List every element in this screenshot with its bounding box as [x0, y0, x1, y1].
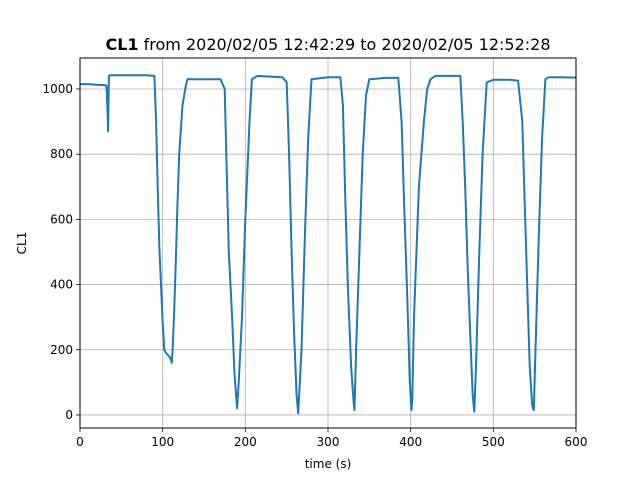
chart-title: CL1 from 2020/02/05 12:42:29 to 2020/02/…: [105, 35, 550, 54]
y-tick-label: 1000: [42, 82, 73, 96]
x-tick-label: 500: [482, 435, 505, 449]
x-ticks: 0 100 200 300 400 500 600: [76, 428, 587, 449]
y-tick-label: 600: [50, 212, 73, 226]
y-tick-label: 0: [65, 408, 73, 422]
series-layer: [80, 74, 577, 415]
x-tick-label: 600: [565, 435, 588, 449]
y-tick-label: 800: [50, 147, 73, 161]
x-tick-label: 300: [317, 435, 340, 449]
series-line: [80, 74, 577, 415]
y-tick-label: 400: [50, 278, 73, 292]
y-ticks: 0 200 400 600 800 1000: [42, 82, 80, 422]
y-axis-label: CL1: [15, 232, 29, 255]
x-tick-label: 0: [76, 435, 84, 449]
x-axis-label: time (s): [305, 457, 352, 471]
y-tick-label: 200: [50, 343, 73, 357]
chart-title-bold: CL1: [105, 35, 138, 54]
x-tick-label: 100: [151, 435, 174, 449]
x-tick-label: 200: [234, 435, 257, 449]
grid-lines: [79, 58, 577, 428]
chart-title-rest: from 2020/02/05 12:42:29 to 2020/02/05 1…: [139, 35, 551, 54]
x-tick-label: 400: [399, 435, 422, 449]
